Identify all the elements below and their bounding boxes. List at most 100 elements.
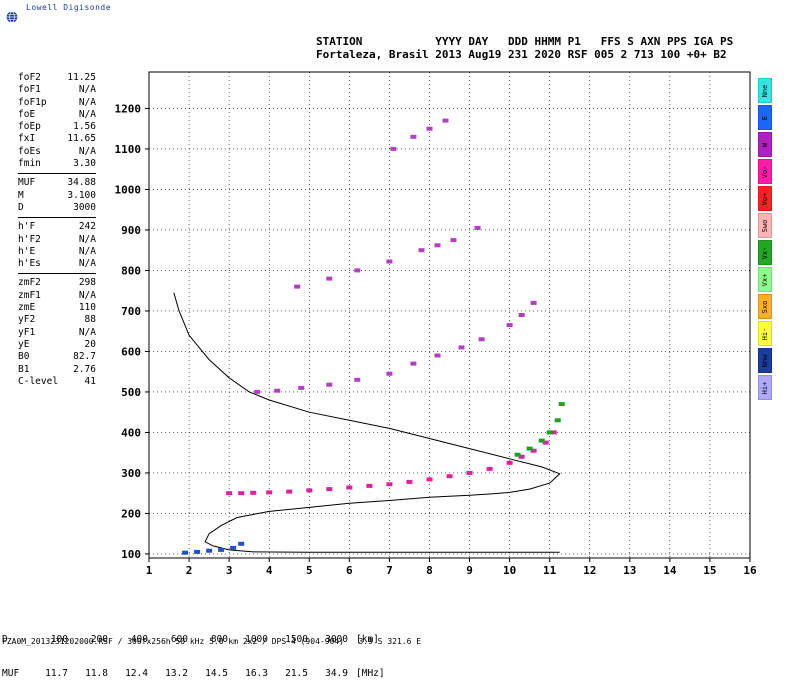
x-tick-label: 12 [583,564,596,577]
table-cell: 1500 [285,634,308,645]
echo-point [354,377,361,382]
param-value: 34.88 [67,177,96,189]
legend-item: Vo+ [758,186,772,211]
echo-point [238,541,245,546]
echo-point [474,225,481,230]
param-row: foEs N/A [18,146,96,158]
x-tick-label: 5 [306,564,313,577]
y-tick-label: 1100 [115,143,142,156]
param-value: 3.30 [73,158,96,170]
x-tick-label: 16 [743,564,757,577]
file-footer: FZA0M_2013231202000.RSF / 300fx256h 50 k… [2,637,422,646]
echo-point [518,454,525,459]
param-row: MUF 34.88 [18,177,96,189]
param-key: h'E [18,245,36,257]
x-tick-label: 3 [226,564,233,577]
echo-point [406,479,413,484]
echo-point [390,146,397,151]
echo-point [386,371,393,376]
table-cell: 600 [170,634,188,645]
plot-frame [148,71,751,559]
echo-point [326,276,333,281]
param-row: h'F2 N/A [18,234,96,246]
param-row: foF2 11.25 [18,72,96,84]
param-key: foF1 [18,84,41,96]
y-tick-label: 300 [121,467,141,480]
param-value: 242 [78,221,96,233]
param-value: N/A [78,96,96,108]
param-key: h'F [18,221,36,233]
param-key: C-level [18,375,59,387]
y-tick-label: 800 [121,264,141,277]
echo-point [442,118,449,123]
param-key: fmin [18,158,41,170]
echo-point [226,491,233,496]
table-cell: 21.5 [285,668,308,679]
distance-row: D 100 200 400 600 800 1000 1500 3000 [km] [2,634,385,646]
param-row: yF1 N/A [18,327,96,339]
echo-point [238,491,245,496]
legend-label: Sxo [761,300,769,313]
param-row: zmF2 298 [18,277,96,289]
param-value: 82.7 [73,351,96,363]
echo-point [298,385,305,390]
electron-density-profile [173,292,561,553]
echo-point [450,238,457,243]
header-values: Fortaleza, Brasil 2013 Aug19 231 2020 RS… [316,48,727,61]
param-value: N/A [78,258,96,270]
param-key: M [18,189,24,201]
echo-point [426,477,433,482]
ionogram-chart: 1 2 3 4 5 6 7 8 9 10 11 12 13 14 15 1610020030040050060… [115,71,757,577]
table-cell: 400 [130,634,148,645]
param-value: 88 [84,314,96,326]
param-key: h'F2 [18,233,41,245]
table-cell: 200 [90,634,108,645]
param-value: 110 [78,302,96,314]
legend-item: W [758,132,772,157]
legend-label: Vx- [761,246,769,259]
x-tick-label: 2 [186,564,193,577]
y-tick-label: 400 [121,426,141,439]
echo-point [230,545,237,550]
param-value: 2.76 [73,363,96,375]
echo-point [266,490,273,495]
echo-point [518,313,525,317]
legend-item: Nne [758,78,772,103]
legend-item: Swo [758,213,772,238]
param-key: MUF [18,177,36,189]
param-row: yF2 88 [18,314,96,326]
table-cell: 12.4 [125,668,148,679]
param-value: 20 [84,338,96,350]
muf-values: 11.7 11.8 12.4 13.2 14.5 16.3 21.5 34.9 [28,668,348,680]
echo-point [274,388,281,393]
echo-point [254,389,261,394]
legend-label: Nnw [761,354,769,367]
param-key: yF1 [18,326,36,338]
table-cell: 800 [210,634,228,645]
legend-item: Vx- [758,240,772,265]
param-key: foF1p [18,96,47,108]
echo-point [326,487,333,492]
param-value: N/A [78,245,96,257]
echo-point [530,448,537,453]
param-value: 298 [78,277,96,289]
legend-label: Swo [761,219,769,232]
x-tick-label: 4 [266,564,273,577]
echo-point [206,548,213,553]
legend-item: Hi+ [758,375,772,400]
echo-point [354,268,361,273]
param-value: 11.65 [67,133,96,145]
y-tick-label: 1200 [115,102,142,115]
param-row: yE 20 [18,339,96,351]
echo-point [478,337,485,342]
param-value: 41 [84,375,96,387]
echo-point [434,243,441,248]
param-value: 3.100 [67,189,96,201]
param-key: zmF1 [18,289,41,301]
brand-text: Lowell Digisonde [26,3,112,12]
echo-point [426,126,433,131]
panel-separator [18,173,96,175]
param-key: D [18,201,24,213]
echo-point [486,466,493,471]
table-cell: 14.5 [205,668,228,679]
